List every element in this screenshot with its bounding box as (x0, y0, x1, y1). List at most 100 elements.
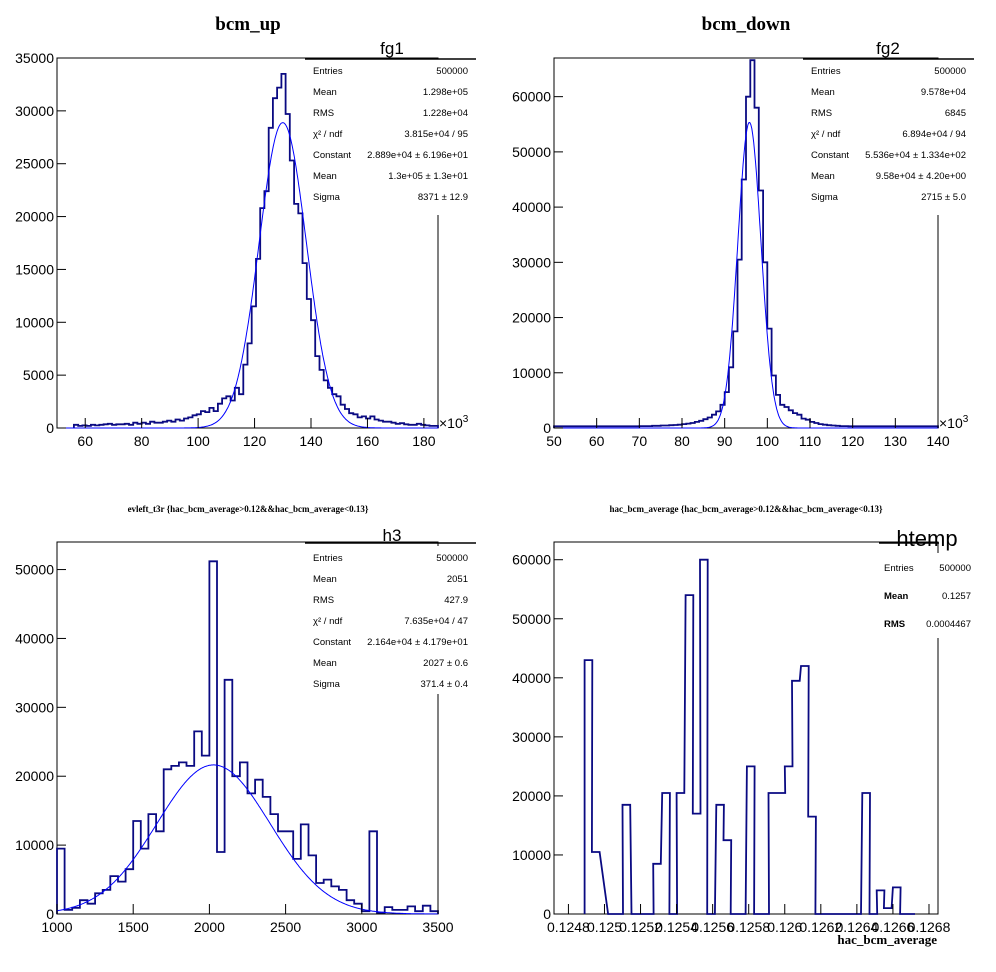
x-tick-label: 70 (632, 433, 648, 449)
y-tick-label: 30000 (15, 103, 54, 119)
y-tick-label: 0 (543, 906, 551, 922)
y-tick-label: 30000 (512, 254, 551, 270)
stats-value: 6.894e+04 / 94 (902, 129, 966, 140)
x-tick-label: 120 (841, 433, 865, 449)
y-tick-label: 25000 (15, 156, 54, 172)
stats-label: Mean (811, 87, 835, 98)
stats-box-name: h3 (383, 526, 402, 545)
x-tick-label: 0.1258 (727, 919, 770, 935)
y-tick-label: 0 (46, 420, 54, 436)
y-tick-label: 20000 (15, 768, 54, 784)
histogram-line (553, 59, 939, 428)
stats-label: Constant (313, 637, 351, 648)
stats-value: 0.0004467 (926, 619, 971, 630)
y-tick-label: 60000 (512, 89, 551, 105)
stats-label: Entries (313, 66, 343, 77)
x-tick-label: 80 (134, 433, 150, 449)
x-tick-label: 130 (884, 433, 908, 449)
stats-label: RMS (811, 108, 832, 119)
stats-label: Sigma (811, 192, 839, 203)
stats-value: 500000 (934, 66, 966, 77)
stats-box-name: fg2 (876, 39, 900, 58)
y-tick-label: 10000 (15, 314, 54, 330)
stats-value: 8371 ± 12.9 (418, 192, 468, 203)
stats-label: Mean (884, 591, 908, 602)
stats-label: Constant (811, 150, 849, 161)
stats-value: 427.9 (444, 595, 468, 606)
plot-frame (56, 57, 439, 429)
x-tick-label: 3500 (422, 919, 453, 935)
panel3-plot: 0 10000 20000 30000 40000 50000 1000 1500 2000 25… (15, 526, 476, 935)
fit-curve (57, 122, 438, 429)
stats-label: Mean (811, 171, 835, 182)
stats-value: 6845 (945, 108, 966, 119)
panel4-plot: 01000020000300004000050000600000.12480.1… (512, 526, 971, 935)
y-tick-label: 40000 (512, 670, 551, 686)
stats-value: 5.536e+04 ± 1.334e+02 (865, 150, 966, 161)
x-tick-label: 2500 (270, 919, 301, 935)
y-tick-label: 50000 (15, 562, 54, 578)
x-tick-label: 100 (756, 433, 780, 449)
stats-value: 371.4 ± 0.4 (421, 679, 468, 690)
stats-label: Mean (313, 658, 337, 669)
x-tick-label: 60 (77, 433, 93, 449)
panel1-plot: 0 5000 10000 15000 20000 25000 30000 35000 60 80 1… (15, 39, 476, 449)
stats-box (305, 546, 476, 694)
x-tick-label: 180 (412, 433, 436, 449)
stats-value: 1.3e+05 ± 1.3e+01 (388, 171, 468, 182)
stats-value: 0.1257 (942, 591, 971, 602)
stats-label: χ² / ndf (313, 616, 343, 627)
stats-label: RMS (884, 619, 905, 630)
y-tick-label: 30000 (512, 729, 551, 745)
x-tick-label: 80 (674, 433, 690, 449)
x-tick-label: 160 (356, 433, 380, 449)
x-tick-label: 0.1248 (547, 919, 590, 935)
histogram-line (583, 558, 915, 915)
y-tick-label: 5000 (23, 367, 54, 383)
x-tick-label: 0.1254 (655, 919, 698, 935)
stats-value: 2715 ± 5.0 (921, 192, 966, 203)
stats-value: 500000 (436, 66, 468, 77)
x-tick-label: 0.125 (587, 919, 622, 935)
x-tick-label: 0.126 (767, 919, 802, 935)
stats-value: 1.298e+05 (423, 87, 468, 98)
stats-value: 2027 ± 0.6 (423, 658, 468, 669)
x-tick-label: 0.1266 (872, 919, 915, 935)
y-tick-label: 50000 (512, 611, 551, 627)
panel4-xlabel: hac_bcm_average (837, 932, 937, 947)
panel3-title: evleft_t3r {hac_bcm_average>0.12&&hac_bc… (128, 504, 369, 514)
y-tick-label: 0 (46, 906, 54, 922)
stats-label: χ² / ndf (313, 129, 343, 140)
stats-value: 500000 (436, 553, 468, 564)
y-tick-label: 20000 (512, 788, 551, 804)
stats-label: χ² / ndf (811, 129, 841, 140)
x-tick-label: 0.1256 (691, 919, 734, 935)
stats-label: Entries (884, 563, 914, 574)
stats-box (803, 59, 974, 215)
x-exponent-label: ×103 (939, 414, 969, 431)
x-exponent-label: ×103 (439, 414, 469, 431)
stats-value: 500000 (939, 563, 971, 574)
x-tick-label: 3000 (346, 919, 377, 935)
y-tick-label: 15000 (15, 261, 54, 277)
x-tick-label: 2000 (194, 919, 225, 935)
panel2-title: bcm_down (702, 14, 791, 35)
fit-curve (56, 764, 438, 915)
x-tick-label: 90 (717, 433, 733, 449)
y-tick-label: 0 (543, 420, 551, 436)
stats-label: Mean (313, 87, 337, 98)
stats-label: RMS (313, 595, 334, 606)
stats-value: 2051 (447, 574, 468, 585)
x-tick-label: 110 (799, 433, 822, 449)
fit-curve (554, 121, 938, 429)
y-tick-label: 10000 (512, 847, 551, 863)
stats-box-name: fg1 (380, 39, 404, 58)
x-tick-label: 0.1252 (619, 919, 662, 935)
plot-frame (56, 541, 439, 915)
panel1-title: bcm_up (215, 14, 280, 35)
stats-value: 9.578e+04 (921, 87, 966, 98)
y-tick-label: 10000 (15, 837, 54, 853)
stats-box (305, 59, 476, 215)
stats-value: 7.635e+04 / 47 (404, 616, 468, 627)
